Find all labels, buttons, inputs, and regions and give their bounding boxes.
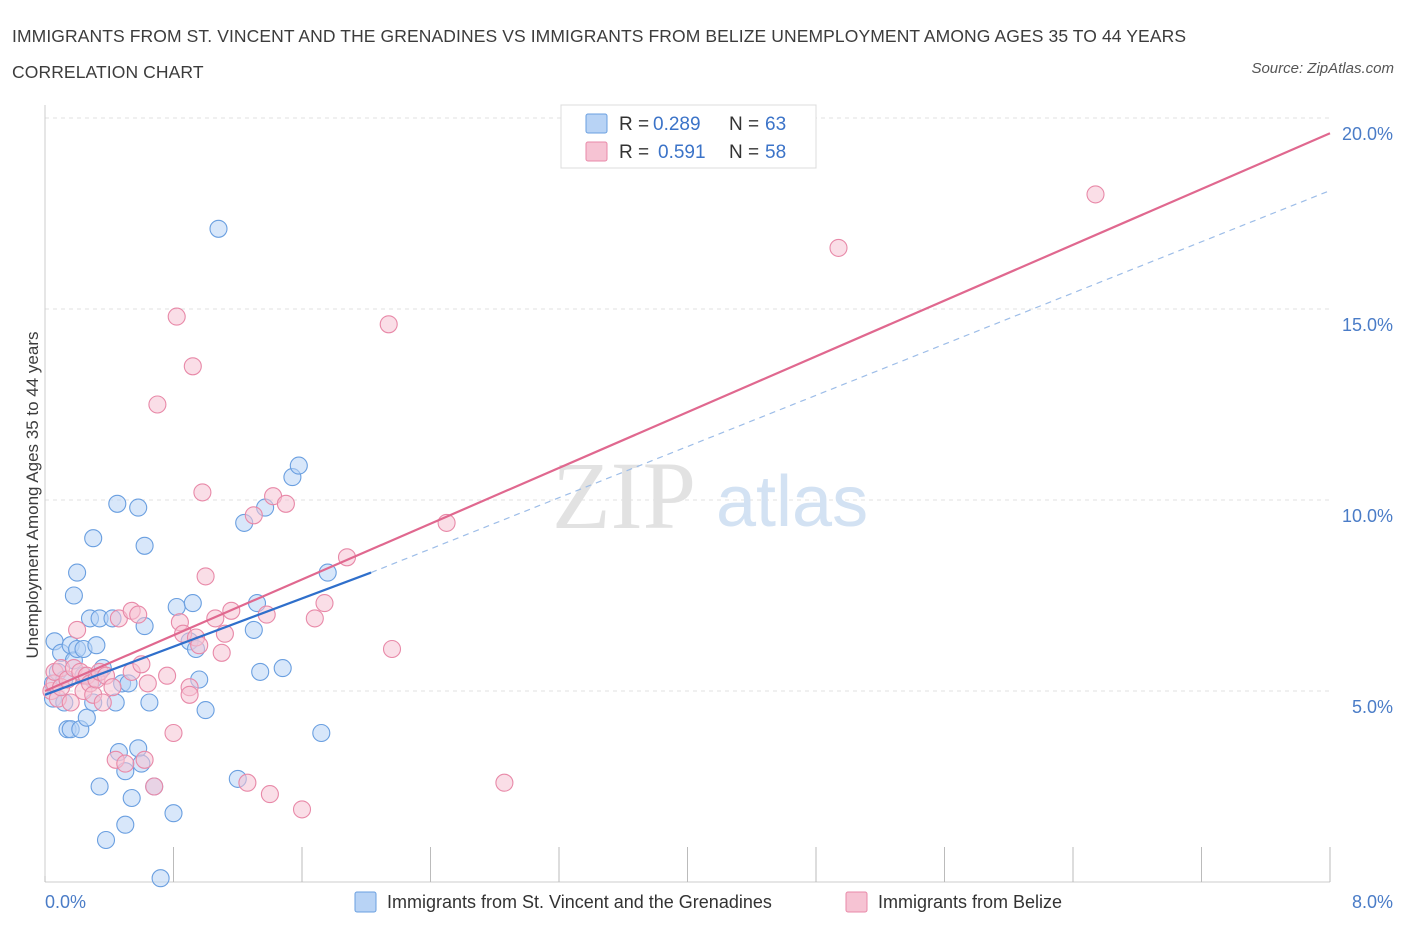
point-stvincent-26 — [96, 830, 116, 850]
point-stvincent-44 — [164, 804, 183, 823]
point-belize-44 — [212, 643, 231, 662]
trend-stvincent — [44, 571, 372, 696]
y-tick-label-2: 15.0% — [1342, 315, 1393, 335]
point-stvincent-56 — [251, 662, 270, 681]
point-belize-60 — [495, 773, 514, 792]
legend-r-value-2: 0.591 — [658, 142, 706, 163]
watermark-zip: ZIP — [552, 442, 696, 549]
point-belize-19 — [103, 678, 122, 697]
chart-title: IMMIGRANTS FROM ST. VINCENT AND THE GREN… — [12, 26, 1187, 82]
point-belize-27 — [135, 750, 154, 769]
y-tick-label-0: 5.0% — [1352, 697, 1393, 717]
legend-n-label-1: N = — [729, 114, 759, 135]
point-belize-42 — [196, 567, 215, 586]
point-stvincent-32 — [116, 815, 135, 834]
point-stvincent-24 — [90, 777, 109, 796]
point-stvincent-36 — [129, 498, 148, 517]
point-stvincent-35 — [122, 788, 141, 808]
point-stvincent-41 — [140, 693, 159, 712]
point-belize-61 — [829, 238, 848, 257]
point-belize-7 — [61, 693, 80, 712]
point-belize-58 — [382, 639, 402, 659]
point-belize-47 — [238, 773, 257, 792]
x-tick-labels: 0.0% 8.0% — [45, 892, 1393, 912]
point-belize-29 — [145, 777, 164, 796]
point-belize-31 — [158, 666, 177, 685]
chart-source: Source: ZipAtlas.com — [1251, 60, 1394, 77]
axes — [44, 105, 1331, 883]
point-belize-54 — [305, 609, 324, 628]
y-axis-title: Unemployment Among Ages 35 to 44 years — [23, 332, 42, 659]
y-tick-label-1: 10.0% — [1342, 506, 1393, 526]
watermark: ZIP atlas — [552, 442, 868, 549]
x-tick-label-0: 0.0% — [45, 892, 86, 912]
point-belize-52 — [276, 494, 295, 513]
bottom-legend: Immigrants from St. Vincent and the Gren… — [354, 891, 1062, 913]
trend-belize — [44, 132, 1331, 693]
legend-n-label-2: N = — [729, 142, 759, 163]
point-belize-9 — [68, 620, 87, 639]
bottom-legend-label-pink: Immigrants from Belize — [878, 892, 1062, 912]
point-stvincent-12 — [68, 563, 87, 582]
legend-r-label-1: R = — [619, 114, 649, 135]
legend-n-value-1: 63 — [765, 114, 786, 135]
point-stvincent-17 — [77, 708, 96, 727]
point-stvincent-58 — [273, 659, 292, 678]
bottom-legend-label-blue: Immigrants from St. Vincent and the Gren… — [387, 892, 772, 912]
point-belize-41 — [193, 483, 212, 502]
point-stvincent-51 — [209, 219, 228, 238]
point-stvincent-60 — [289, 456, 308, 475]
point-belize-48 — [244, 506, 263, 525]
watermark-atlas: atlas — [716, 462, 868, 542]
point-belize-37 — [180, 685, 199, 704]
point-belize-38 — [183, 357, 202, 376]
point-belize-55 — [315, 594, 334, 613]
legend-r-label-2: R = — [619, 142, 649, 163]
y-tick-labels: 5.0% 10.0% 15.0% 20.0% — [1342, 124, 1393, 717]
point-belize-28 — [138, 674, 157, 693]
point-stvincent-22 — [87, 636, 106, 655]
point-stvincent-50 — [196, 701, 215, 720]
point-stvincent-45 — [167, 597, 186, 617]
point-stvincent-21 — [84, 529, 103, 548]
point-belize-53 — [292, 800, 312, 819]
point-belize-43 — [206, 609, 225, 628]
point-belize-33 — [167, 307, 186, 326]
point-belize-57 — [379, 315, 398, 334]
point-belize-62 — [1086, 185, 1105, 204]
trend-stvincent-dashed — [370, 190, 1331, 574]
top-legend: R = 0.289 N = 63 R = 0.591 N = 58 — [560, 104, 817, 169]
point-belize-50 — [260, 785, 279, 804]
point-belize-22 — [116, 754, 135, 773]
legend-swatch-pink — [585, 141, 608, 162]
x-tick-label-1: 8.0% — [1352, 892, 1393, 912]
trend-lines — [44, 132, 1331, 696]
legend-n-value-2: 58 — [765, 142, 786, 163]
point-belize-25 — [129, 605, 148, 624]
point-stvincent-61 — [312, 723, 331, 743]
bottom-legend-swatch-pink — [845, 891, 868, 913]
point-belize-32 — [164, 723, 183, 743]
point-stvincent-39 — [135, 536, 154, 555]
point-belize-17 — [93, 693, 112, 712]
legend-swatch-blue — [585, 113, 608, 134]
point-stvincent-43 — [151, 869, 170, 888]
point-stvincent-29 — [108, 494, 127, 513]
point-stvincent-10 — [64, 586, 83, 605]
y-tick-label-3: 20.0% — [1342, 124, 1393, 144]
point-stvincent-47 — [183, 594, 202, 613]
bottom-legend-swatch-blue — [354, 891, 377, 913]
point-stvincent-54 — [244, 620, 263, 639]
point-belize-30 — [148, 395, 167, 414]
legend-r-value-1: 0.289 — [653, 114, 701, 135]
